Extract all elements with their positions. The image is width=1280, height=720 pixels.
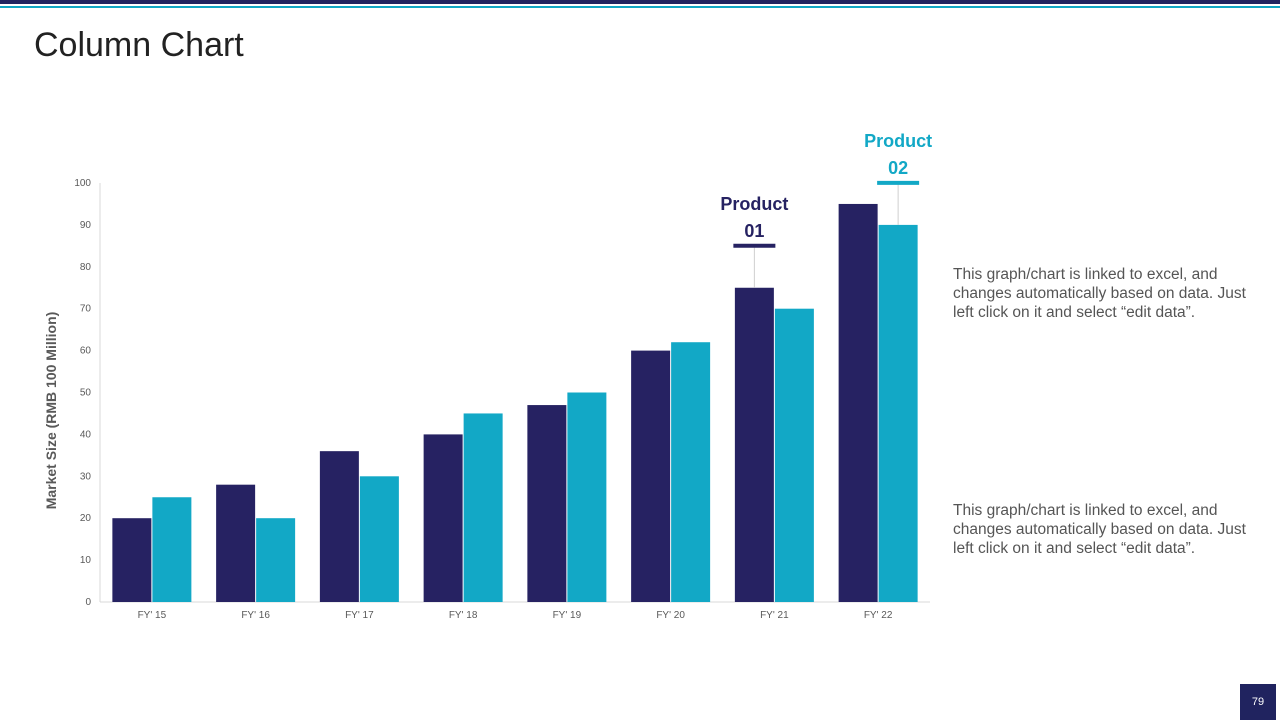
x-tick-label: FY' 17 — [345, 610, 374, 621]
x-tick-label: FY' 18 — [449, 610, 478, 621]
callout-label-2: Product — [864, 131, 932, 151]
bar-2 — [152, 497, 192, 602]
page-number: 79 — [1240, 684, 1276, 720]
bar-2 — [671, 342, 711, 602]
y-axis-label: Market Size (RMB 100 Million) — [43, 312, 59, 510]
top-accent-bar-dark — [0, 0, 1280, 4]
description-text-1: This graph/chart is linked to excel, and… — [953, 266, 1246, 321]
y-tick-label: 50 — [80, 388, 92, 399]
callout-number-2: 02 — [888, 158, 908, 178]
bar-2 — [774, 308, 814, 602]
bar-2 — [567, 392, 607, 602]
bar-2 — [359, 476, 399, 602]
x-tick-label: FY' 22 — [864, 610, 893, 621]
bar-2 — [256, 518, 296, 602]
y-tick-label: 70 — [80, 304, 92, 315]
x-tick-label: FY' 15 — [138, 610, 167, 621]
y-tick-label: 90 — [80, 220, 92, 231]
y-tick-label: 100 — [74, 178, 91, 189]
y-tick-label: 0 — [85, 597, 91, 608]
x-tick-label: FY' 20 — [656, 610, 685, 621]
bar-2 — [463, 413, 503, 602]
bar-1 — [527, 405, 567, 602]
bar-1 — [838, 203, 878, 602]
description-text-2: This graph/chart is linked to excel, and… — [953, 502, 1246, 557]
x-tick-label: FY' 21 — [760, 610, 789, 621]
y-tick-label: 80 — [80, 262, 92, 273]
x-tick-label: FY' 19 — [553, 610, 582, 621]
x-tick-label: FY' 16 — [241, 610, 270, 621]
y-tick-label: 40 — [80, 429, 92, 440]
y-tick-label: 30 — [80, 471, 92, 482]
top-accent-bar-light — [0, 6, 1280, 8]
bar-1 — [423, 434, 463, 602]
bar-1 — [112, 518, 152, 602]
y-tick-label: 20 — [80, 513, 92, 524]
bar-1 — [216, 484, 256, 602]
bar-1 — [631, 350, 671, 602]
bar-1 — [319, 451, 359, 602]
page-title: Column Chart — [34, 26, 244, 64]
bar-1 — [734, 287, 774, 602]
callout-number-1: 01 — [744, 221, 764, 241]
callout-label-1: Product — [720, 194, 788, 214]
bar-2 — [878, 224, 918, 602]
y-tick-label: 10 — [80, 555, 92, 566]
y-tick-label: 60 — [80, 346, 92, 357]
